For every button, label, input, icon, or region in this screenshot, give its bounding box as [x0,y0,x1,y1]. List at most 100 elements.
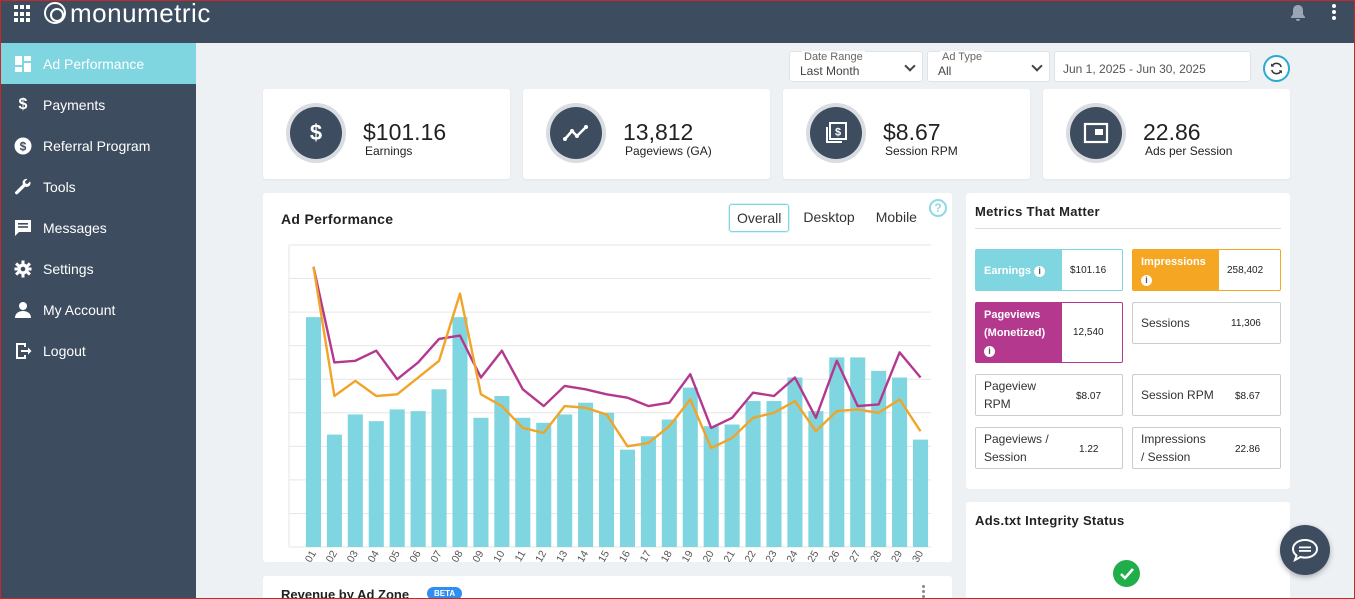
ad-type-value: All [938,64,952,78]
metric-value: 11,306 [1231,318,1261,329]
metrics-card: Metrics That Matter Earnings i $101.16 I… [966,193,1290,489]
metric-label: Session RPM [1141,388,1214,402]
more-options-icon[interactable] [1331,4,1337,20]
sidebar-item-messages[interactable]: Messages [0,207,196,248]
chart-bar [578,402,594,547]
metric-pageview-rpm[interactable]: Pageview RPM $8.07 [975,374,1123,416]
metric-value: 22.86 [1235,444,1261,455]
ad-type-label: Ad Type [940,51,985,63]
tab-overall[interactable]: Overall [729,204,790,232]
filter-bar: Date Range Last Month Ad Type All Jun 1,… [789,51,1251,83]
kpi-label: Pageviews (GA) [625,144,712,158]
ads-txt-card: Ads.txt Integrity Status [966,502,1290,599]
sidebar-item-my-account[interactable]: My Account [0,289,196,330]
tab-desktop[interactable]: Desktop [803,209,855,225]
ad-type-select[interactable]: Ad Type All [927,51,1050,82]
chart-bar [410,411,426,547]
sidebar-item-label: Referral Program [43,137,151,154]
metric-earnings[interactable]: Earnings i $101.16 [975,249,1123,291]
more-options-icon[interactable] [922,585,926,599]
kpi-pageviews: 13,812 Pageviews (GA) [523,89,770,179]
ad-window-icon [1070,107,1122,159]
metric-label: Pageview RPM [984,379,1037,411]
check-icon [1113,560,1140,587]
chart-bar [619,449,636,547]
chart-bar [347,414,363,547]
chat-button[interactable] [1280,525,1330,575]
trend-icon [550,107,602,159]
logo[interactable]: monumetric [44,0,211,26]
metric-impressions-per-session[interactable]: Impressions / Session 22.86 [1132,427,1281,469]
dollar-icon: $ [290,107,342,159]
sidebar-item-ad-performance[interactable]: Ad Performance [0,43,196,84]
money-stack-icon: $ [810,107,862,159]
app-grid-icon[interactable] [14,5,32,23]
refresh-icon [1271,62,1282,75]
metric-value: $8.67 [1235,391,1261,402]
ad-performance-card: Ad Performance Overall Desktop Mobile ? … [263,193,952,562]
chart-bar [661,419,677,547]
ad-performance-title: Ad Performance [281,211,394,227]
chart-bar [431,389,447,547]
chart-bar [598,412,615,547]
date-range-select[interactable]: Date Range Last Month [789,51,923,82]
sidebar: Ad Performance $ Payments $ Referral Pro… [0,43,196,599]
sidebar-item-payments[interactable]: $ Payments [0,84,196,125]
chart-bar [871,370,887,547]
chart-bar [536,422,552,547]
gear-icon [14,260,32,278]
metric-sessions[interactable]: Sessions 11,306 [1132,302,1281,344]
chart-bar [389,409,405,547]
chart-bar [745,401,761,547]
revenue-title: Revenue by Ad Zone [281,587,410,599]
chart-bar [808,411,824,547]
info-icon[interactable]: i [1034,265,1046,277]
sidebar-item-logout[interactable]: Logout [0,330,196,371]
help-icon[interactable]: ? [929,199,947,217]
chart-bar [724,424,740,547]
logo-mark-icon [44,2,66,24]
metric-session-rpm[interactable]: Session RPM $8.67 [1132,374,1281,416]
sidebar-item-tools[interactable]: Tools [0,166,196,207]
metric-label: Pageviews (Monetized) [984,309,1046,339]
chart-bar [473,417,489,547]
ad-performance-chart[interactable]: Jun 01Jun 02Jun 03Jun 04Jun 05Jun 06Jun … [263,233,952,562]
chart-bar [368,421,384,547]
chart-bar [494,396,510,547]
dashboard-icon [14,55,32,73]
kpi-label: Earnings [365,144,413,158]
bell-icon[interactable] [1289,4,1307,22]
date-range-input[interactable]: Jun 1, 2025 - Jun 30, 2025 [1054,51,1251,82]
metric-pageviews-per-session[interactable]: Pageviews / Session 1.22 [975,427,1123,469]
metric-impressions[interactable]: Impressions i 258,402 [1132,249,1281,291]
chart-bar [557,414,573,547]
logo-text: monumetric [70,0,211,28]
x-tick-label: Jun 01 [293,548,319,562]
svg-text:$: $ [835,127,841,139]
metric-pageviews-monetized[interactable]: Pageviews (Monetized) i 12,540 [975,302,1123,363]
sidebar-item-label: Logout [43,342,86,359]
dollar-icon: $ [18,95,28,113]
sidebar-item-label: Payments [43,96,106,113]
chart-bar [850,357,866,547]
metric-value: 258,402 [1227,265,1264,276]
chart-bar [452,317,468,547]
sidebar-item-settings[interactable]: Settings [0,248,196,289]
kpi-value: 13,812 [623,119,694,145]
chevron-down-icon [904,60,916,72]
sidebar-item-label: Tools [43,178,76,195]
info-icon[interactable]: i [984,345,995,357]
tab-mobile[interactable]: Mobile [875,209,917,225]
metric-value: $8.07 [1076,391,1102,402]
info-icon[interactable]: i [1141,274,1152,286]
metrics-divider [975,228,1281,229]
metric-value: $101.16 [1070,265,1107,276]
message-icon [14,219,32,237]
sidebar-item-label: Ad Performance [43,55,145,72]
refresh-button[interactable] [1263,55,1290,82]
sidebar-item-referral-program[interactable]: $ Referral Program [0,125,196,166]
chart-series-line [312,266,922,450]
chart-bar [640,436,656,547]
chart-bar [305,317,322,547]
wrench-icon [14,178,32,196]
